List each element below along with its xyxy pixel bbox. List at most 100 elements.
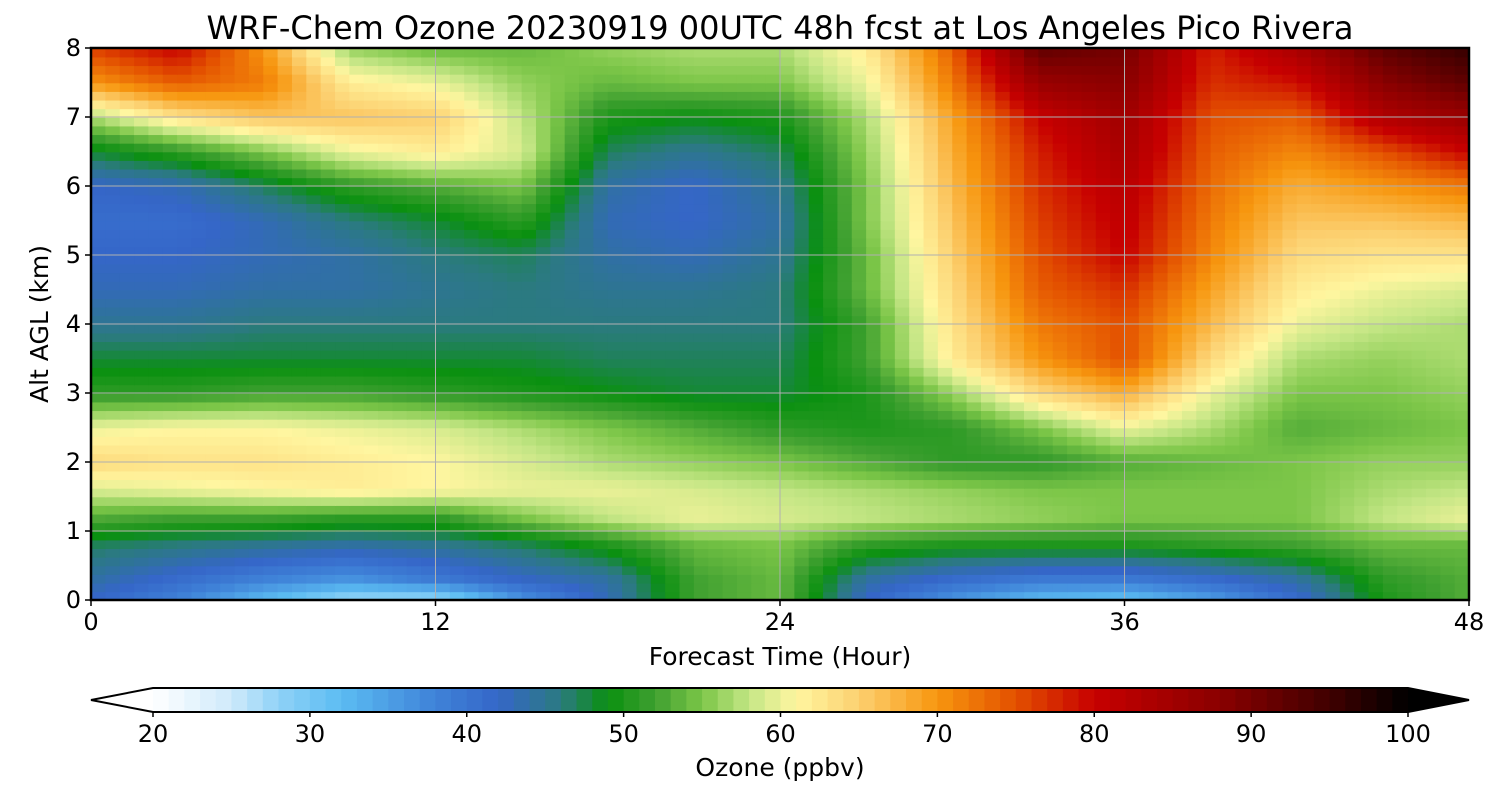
heatmap-cell xyxy=(751,393,767,403)
heatmap-cell xyxy=(1196,496,1212,506)
heatmap-cell xyxy=(335,160,351,170)
heatmap-cell xyxy=(449,522,466,532)
heatmap-cell xyxy=(1138,574,1155,584)
heatmap-cell xyxy=(966,384,982,394)
heatmap-cell xyxy=(837,280,853,291)
heatmap-cell xyxy=(1339,375,1355,386)
heatmap-cell xyxy=(564,289,580,299)
heatmap-cell xyxy=(535,513,552,524)
heatmap-cell xyxy=(1311,315,1327,325)
heatmap-cell xyxy=(105,393,121,403)
heatmap-cell xyxy=(765,513,781,524)
heatmap-cell xyxy=(1196,237,1212,248)
heatmap-cell xyxy=(1239,479,1255,489)
heatmap-cell xyxy=(966,401,982,412)
heatmap-cell xyxy=(909,220,925,230)
heatmap-cell xyxy=(1224,505,1241,515)
heatmap-cell xyxy=(291,522,308,532)
heatmap-cell xyxy=(234,324,250,334)
heatmap-cell xyxy=(909,358,925,368)
heatmap-cell xyxy=(564,496,580,506)
heatmap-cell xyxy=(191,194,207,205)
heatmap-cell xyxy=(650,401,666,412)
heatmap-cell xyxy=(177,436,193,446)
heatmap-cell xyxy=(335,393,351,403)
heatmap-cell xyxy=(1268,565,1284,575)
heatmap-cell xyxy=(1397,315,1413,325)
heatmap-cell xyxy=(1024,427,1040,437)
heatmap-cell xyxy=(277,229,293,239)
heatmap-cell xyxy=(693,306,710,317)
heatmap-cell xyxy=(794,263,810,274)
heatmap-cell xyxy=(349,211,365,222)
heatmap-cell xyxy=(952,522,968,532)
heatmap-cell xyxy=(277,531,293,541)
heatmap-cell xyxy=(119,427,135,437)
heatmap-cell xyxy=(622,358,638,368)
heatmap-cell xyxy=(1354,211,1370,222)
heatmap-cell xyxy=(894,531,910,541)
heatmap-cell xyxy=(880,487,896,498)
heatmap-cell xyxy=(392,487,408,498)
heatmap-cell xyxy=(291,332,308,343)
heatmap-cell xyxy=(794,367,810,377)
heatmap-cell xyxy=(794,237,810,248)
heatmap-cell xyxy=(449,375,466,386)
heatmap-cell xyxy=(1339,539,1355,550)
heatmap-cell xyxy=(1138,582,1155,593)
heatmap-cell xyxy=(535,367,552,377)
heatmap-cell xyxy=(535,229,552,239)
heatmap-cell xyxy=(1081,384,1097,394)
heatmap-cell xyxy=(980,168,997,179)
heatmap-cell xyxy=(535,203,552,213)
heatmap-cell xyxy=(421,177,437,187)
heatmap-cell xyxy=(162,194,178,205)
heatmap-cell xyxy=(980,487,997,498)
heatmap-cell xyxy=(909,211,925,222)
heatmap-cell xyxy=(1224,246,1241,256)
heatmap-cell xyxy=(478,341,494,351)
heatmap-cell xyxy=(1024,315,1040,325)
heatmap-cell xyxy=(277,487,293,498)
heatmap-cell xyxy=(306,531,322,541)
heatmap-cell xyxy=(980,496,997,506)
heatmap-cell xyxy=(191,393,207,403)
heatmap-cell xyxy=(1382,539,1399,550)
heatmap-cell xyxy=(406,272,422,282)
heatmap-cell xyxy=(1167,574,1183,584)
heatmap-cell xyxy=(535,436,552,446)
heatmap-cell xyxy=(823,375,839,386)
heatmap-cell xyxy=(1153,410,1169,420)
heatmap-cell xyxy=(1325,349,1341,360)
heatmap-cell xyxy=(751,194,767,205)
heatmap-cell xyxy=(507,211,523,222)
heatmap-cell xyxy=(1253,349,1269,360)
heatmap-cell xyxy=(937,513,954,524)
heatmap-cell xyxy=(736,574,753,584)
heatmap-cell xyxy=(1253,306,1269,317)
heatmap-cell xyxy=(1138,548,1155,558)
heatmap-cell xyxy=(1009,556,1025,567)
heatmap-cell xyxy=(866,393,882,403)
heatmap-cell xyxy=(191,505,207,515)
heatmap-cell xyxy=(564,565,580,575)
heatmap-cell xyxy=(923,470,939,481)
heatmap-cell xyxy=(1095,151,1111,161)
heatmap-cell xyxy=(880,513,896,524)
heatmap-cell xyxy=(234,556,250,567)
heatmap-cell xyxy=(1339,505,1355,515)
heatmap-cell xyxy=(363,237,379,248)
heatmap-cell xyxy=(636,332,652,343)
heatmap-cell xyxy=(291,306,308,317)
heatmap-cell xyxy=(277,470,293,481)
heatmap-cell xyxy=(205,487,221,498)
heatmap-cell xyxy=(650,539,666,550)
heatmap-cell xyxy=(679,186,695,196)
heatmap-cell xyxy=(823,462,839,472)
heatmap-cell xyxy=(1425,470,1442,481)
heatmap-cell xyxy=(650,513,666,524)
heatmap-cell xyxy=(349,462,365,472)
heatmap-cell xyxy=(593,513,609,524)
heatmap-cell xyxy=(492,531,509,541)
heatmap-cell xyxy=(622,582,638,593)
